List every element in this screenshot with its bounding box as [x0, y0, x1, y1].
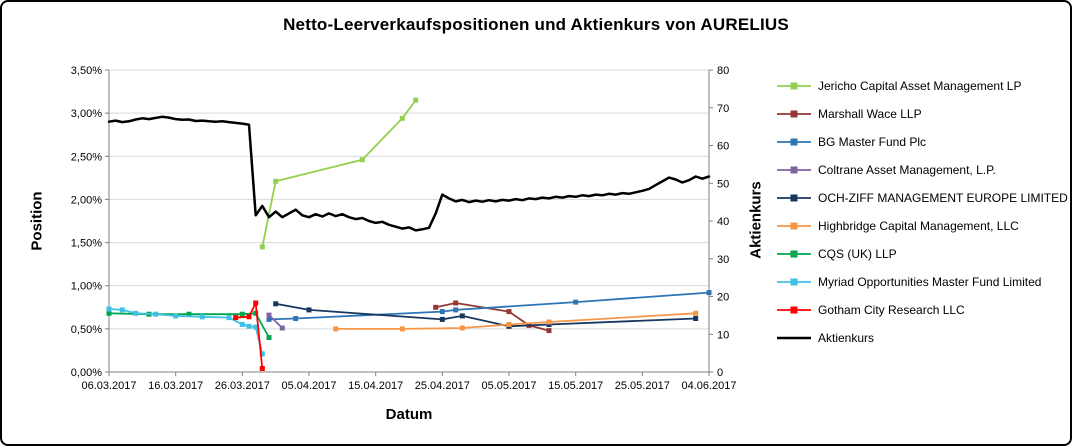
- legend-swatch: [777, 222, 811, 230]
- svg-text:1,00%: 1,00%: [71, 281, 102, 293]
- svg-text:05.04.2017: 05.04.2017: [281, 380, 336, 392]
- svg-text:2,00%: 2,00%: [71, 194, 102, 206]
- svg-text:0,00%: 0,00%: [71, 367, 102, 379]
- legend-label: Marshall Wace LLP: [818, 107, 922, 121]
- legend-label: BG Master Fund Plc: [818, 135, 927, 149]
- legend-label: Highbridge Capital Management, LLC: [818, 219, 1019, 233]
- svg-text:70: 70: [717, 103, 729, 115]
- legend-label: Aktienkurs: [818, 331, 875, 345]
- legend-label: CQS (UK) LLP: [818, 247, 897, 261]
- svg-text:0,50%: 0,50%: [71, 324, 102, 336]
- legend-label: OCH-ZIFF MANAGEMENT EUROPE LIMITED: [818, 191, 1068, 205]
- svg-text:2,50%: 2,50%: [71, 151, 102, 163]
- legend-item: Jericho Capital Asset Management LP: [777, 72, 1068, 100]
- svg-text:25.04.2017: 25.04.2017: [415, 380, 470, 392]
- y-axis-label-left: Position: [28, 191, 46, 251]
- svg-text:16.03.2017: 16.03.2017: [148, 380, 203, 392]
- svg-text:15.05.2017: 15.05.2017: [548, 380, 603, 392]
- legend-item: CQS (UK) LLP: [777, 240, 1068, 268]
- svg-text:15.04.2017: 15.04.2017: [348, 380, 403, 392]
- legend-label: Coltrane Asset Management, L.P.: [818, 163, 996, 177]
- legend-item: Aktienkurs: [777, 324, 1068, 352]
- svg-text:3,50%: 3,50%: [71, 65, 102, 77]
- legend-swatch: [777, 82, 811, 90]
- y-axis-label-right: Aktienkurs: [747, 181, 765, 259]
- legend: Jericho Capital Asset Management LP Marsh…: [777, 72, 1068, 352]
- svg-text:04.06.2017: 04.06.2017: [681, 380, 736, 392]
- legend-item: Marshall Wace LLP: [777, 100, 1068, 128]
- legend-item: Coltrane Asset Management, L.P.: [777, 156, 1068, 184]
- svg-text:0: 0: [717, 367, 723, 379]
- svg-text:05.05.2017: 05.05.2017: [481, 380, 536, 392]
- legend-swatch: [777, 306, 811, 314]
- legend-label: Gotham City Research LLC: [818, 303, 965, 317]
- legend-item: BG Master Fund Plc: [777, 128, 1068, 156]
- svg-text:80: 80: [717, 65, 729, 77]
- chart-title: Netto-Leerverkaufspositionen und Aktienk…: [283, 15, 789, 34]
- legend-swatch: [777, 138, 811, 146]
- svg-text:10: 10: [717, 329, 729, 341]
- legend-label: Jericho Capital Asset Management LP: [818, 79, 1022, 93]
- legend-item: Myriad Opportunities Master Fund Limited: [777, 268, 1068, 296]
- svg-text:26.03.2017: 26.03.2017: [215, 380, 270, 392]
- svg-text:20: 20: [717, 292, 729, 304]
- legend-swatch: [777, 278, 811, 286]
- svg-text:50: 50: [717, 178, 729, 190]
- svg-text:3,00%: 3,00%: [71, 108, 102, 120]
- x-axis-label: Datum: [385, 406, 433, 423]
- legend-swatch: [777, 250, 811, 258]
- svg-text:06.03.2017: 06.03.2017: [81, 380, 136, 392]
- legend-label: Myriad Opportunities Master Fund Limited: [818, 275, 1042, 289]
- legend-item: Highbridge Capital Management, LLC: [777, 212, 1068, 240]
- legend-swatch: [777, 166, 811, 174]
- svg-text:60: 60: [717, 141, 729, 153]
- legend-swatch: [777, 110, 811, 118]
- svg-text:30: 30: [717, 254, 729, 266]
- legend-swatch: [777, 194, 811, 202]
- svg-text:1,50%: 1,50%: [71, 238, 102, 250]
- legend-item: OCH-ZIFF MANAGEMENT EUROPE LIMITED: [777, 184, 1068, 212]
- svg-text:25.05.2017: 25.05.2017: [615, 380, 670, 392]
- svg-text:40: 40: [717, 216, 729, 228]
- legend-swatch: [777, 336, 811, 340]
- legend-item: Gotham City Research LLC: [777, 296, 1068, 324]
